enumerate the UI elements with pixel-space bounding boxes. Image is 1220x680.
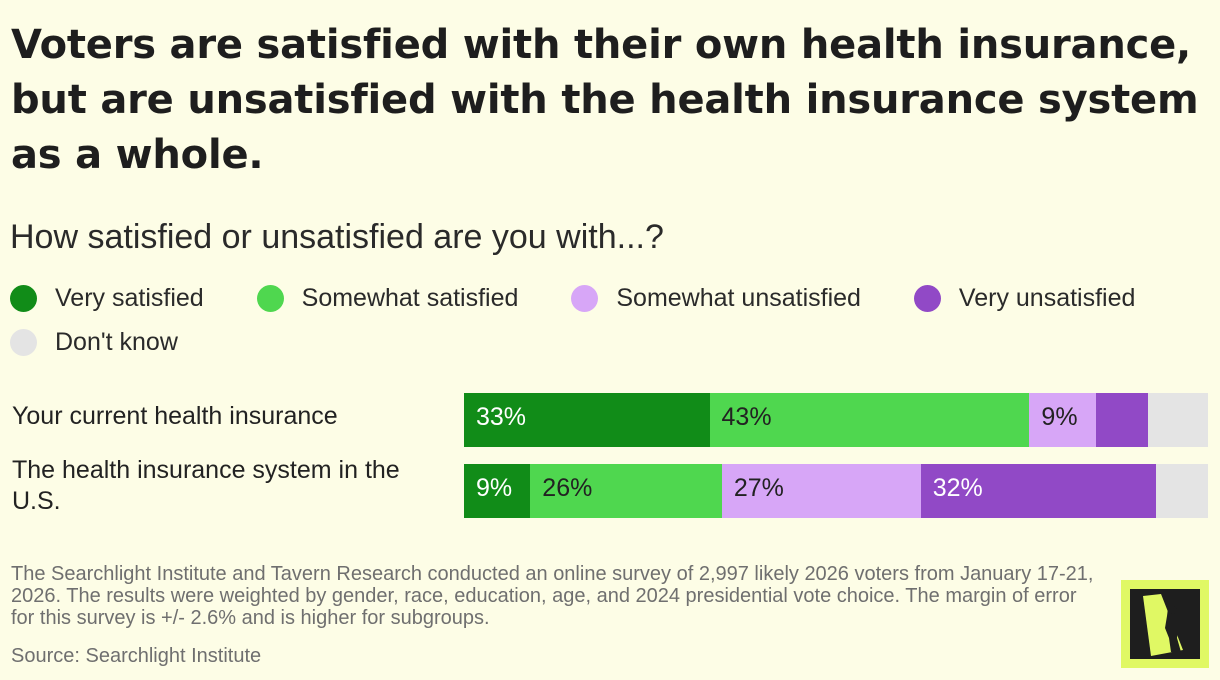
legend-item-somewhat-unsatisfied: Somewhat unsatisfied (571, 276, 861, 320)
footnote: The Searchlight Institute and Tavern Res… (11, 563, 1094, 629)
searchlight-logo (1121, 580, 1209, 668)
bar-segment-current-insurance-somewhat-satisfied: 43% (709, 393, 1030, 447)
chart-subtitle: How satisfied or unsatisfied are you wit… (10, 218, 664, 256)
bar-us-system: 9% 26% 27% 32% (464, 464, 1208, 518)
bar-segment-us-system-very-satisfied: 9% (464, 464, 531, 518)
legend-label-somewhat-satisfied: Somewhat satisfied (301, 284, 519, 312)
legend-swatch-somewhat-unsatisfied (571, 285, 599, 312)
bar-segment-us-system-somewhat-unsatisfied: 27% (721, 464, 921, 518)
bar-segment-current-insurance-very-unsatisfied (1096, 393, 1149, 447)
legend: Very satisfied Somewhat satisfied Somewh… (10, 276, 1200, 364)
chart-title: Voters are satisfied with their own heal… (11, 22, 1199, 178)
legend-swatch-dont-know (10, 329, 37, 356)
legend-label-somewhat-unsatisfied: Somewhat unsatisfied (616, 284, 861, 312)
legend-swatch-very-unsatisfied (913, 285, 941, 312)
bar-segment-us-system-dont-know (1156, 464, 1208, 518)
bar-segment-current-insurance-dont-know (1148, 393, 1208, 447)
legend-swatch-somewhat-satisfied (256, 285, 284, 312)
bar-segment-current-insurance-very-satisfied: 33% (464, 393, 710, 447)
legend-label-dont-know: Don't know (55, 328, 178, 356)
legend-item-dont-know: Don't know (10, 320, 178, 364)
legend-item-very-satisfied: Very satisfied (10, 276, 204, 320)
bar-current-insurance: 33% 43% 9% (464, 393, 1208, 447)
legend-swatch-very-satisfied (10, 285, 37, 312)
bar-segment-current-insurance-somewhat-unsatisfied: 9% (1029, 393, 1097, 447)
row-label-current-insurance: Your current health insurance (12, 402, 338, 430)
source-note: Source: Searchlight Institute (11, 645, 262, 667)
bar-segment-us-system-somewhat-satisfied: 26% (530, 464, 722, 518)
legend-label-very-unsatisfied: Very unsatisfied (958, 284, 1136, 312)
legend-item-very-unsatisfied: Very unsatisfied (913, 276, 1136, 320)
bar-segment-us-system-very-unsatisfied: 32% (920, 464, 1157, 518)
legend-item-somewhat-satisfied: Somewhat satisfied (256, 276, 519, 320)
legend-label-very-satisfied: Very satisfied (55, 284, 204, 312)
row-label-us-system: The health insurance system in the U.S. (12, 456, 400, 515)
